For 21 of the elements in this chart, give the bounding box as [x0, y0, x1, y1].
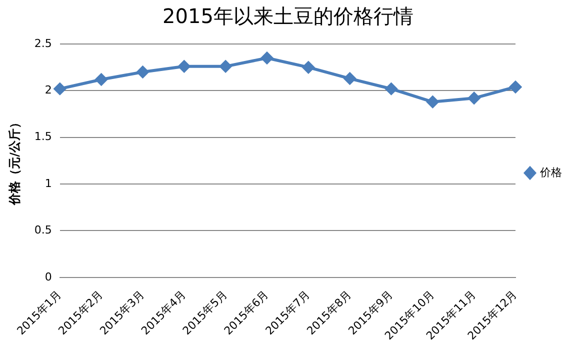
point	[302, 61, 314, 74]
y-tick-label: 0.5	[34, 224, 52, 237]
y-tick-label: 1	[44, 176, 52, 190]
point	[426, 96, 439, 108]
point	[344, 72, 356, 85]
point	[54, 82, 66, 95]
y-axis-title: 价格（元/公斤）	[7, 116, 22, 206]
y-tick-label: 2	[44, 84, 52, 97]
point	[95, 73, 108, 86]
y-tick-label: 2.5	[34, 36, 52, 50]
point	[510, 80, 522, 93]
point	[468, 92, 480, 104]
legend-label: 价格	[539, 166, 562, 179]
y-tick-label: 1.5	[34, 130, 52, 144]
point	[220, 60, 232, 72]
point	[260, 52, 273, 64]
point	[136, 66, 149, 78]
chart-title: 2015年以来土豆的价格行情	[162, 4, 414, 28]
y-tick-label: 0	[44, 270, 52, 284]
point	[178, 60, 190, 72]
point	[385, 82, 398, 95]
